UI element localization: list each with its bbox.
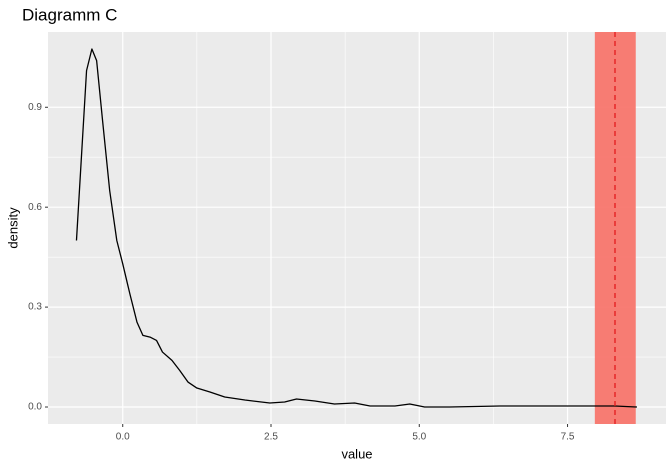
density-line — [75, 48, 637, 408]
chart-title: Diagramm C — [22, 5, 117, 24]
x-axis-title: value — [341, 446, 372, 461]
x-tick-label: 0.0 — [116, 432, 130, 443]
y-tick-label: 0.9 — [28, 102, 42, 113]
x-tick-label: 5.0 — [412, 432, 426, 443]
x-tick-label: 7.5 — [561, 432, 575, 443]
y-tick-label: 0.6 — [28, 202, 42, 213]
y-tick-label: 0.0 — [28, 402, 42, 413]
y-tick-label: 0.3 — [28, 302, 42, 313]
y-axis-title: density — [5, 207, 20, 249]
x-tick-label: 2.5 — [264, 432, 278, 443]
panel — [48, 32, 666, 424]
